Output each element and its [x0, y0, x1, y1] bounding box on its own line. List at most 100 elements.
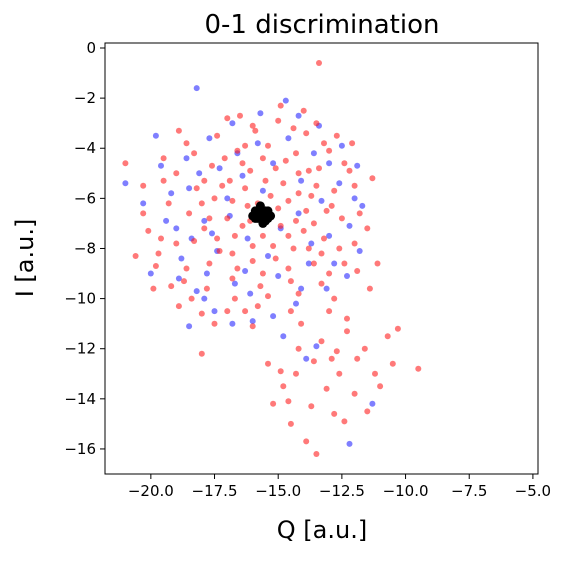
series-1-point [287, 308, 294, 315]
series-1-point [277, 368, 284, 375]
series-1-point [224, 308, 231, 315]
series-1-point [219, 182, 226, 189]
x-tick-label: −12.5 [319, 482, 365, 500]
series-1-point [318, 280, 325, 287]
series-1-point [257, 283, 264, 290]
series-1-point [216, 248, 223, 254]
series-0-point [346, 222, 353, 229]
series-1-point [254, 303, 261, 310]
y-tick-label: 0 [86, 39, 96, 57]
series-0-point [305, 260, 312, 267]
series-1-point [140, 182, 147, 189]
x-tick-label: −20.0 [128, 482, 174, 500]
series-1-point [249, 243, 256, 249]
series-1-point [389, 360, 396, 367]
series-1-point [242, 142, 249, 149]
series-1-point [349, 140, 356, 147]
series-1-point [234, 147, 241, 154]
series-0-point [285, 135, 292, 142]
series-1-point [290, 245, 297, 252]
series-1-point [323, 207, 330, 214]
series-0-point [356, 248, 363, 254]
y-tick-label: −2 [74, 89, 96, 107]
y-tick-label: −12 [64, 340, 96, 358]
series-0-point [282, 97, 289, 104]
series-0-point [344, 273, 350, 279]
series-1-point [206, 215, 213, 222]
series-1-point [198, 350, 205, 357]
series-1-point [224, 215, 231, 222]
series-1-point [160, 155, 167, 162]
series-1-point [303, 438, 310, 445]
series-0-point [323, 285, 330, 292]
series-1-point [155, 250, 162, 257]
series-0-point [242, 268, 249, 274]
series-1-point [293, 150, 299, 157]
series-0-point [140, 200, 147, 207]
series-1-point [351, 182, 358, 189]
series-1-point [356, 210, 363, 217]
plot-frame [104, 42, 539, 475]
series-0-point [152, 132, 159, 139]
series-1-point [191, 150, 198, 157]
series-1-point [231, 232, 238, 239]
series-1-point [285, 398, 292, 405]
series-0-point [173, 225, 180, 232]
series-1-point [287, 278, 294, 285]
series-1-point [122, 160, 129, 167]
series-0-point [249, 318, 256, 325]
series-1-point [181, 278, 187, 285]
series-1-point [280, 180, 287, 187]
series-1-point [310, 358, 317, 365]
series-0-point [231, 280, 238, 287]
series-0-point [247, 290, 254, 297]
series-0-point [308, 240, 315, 247]
series-0-point [168, 190, 175, 197]
series-0-point [201, 295, 208, 302]
series-1-point [158, 235, 164, 242]
series-0-point [293, 300, 299, 307]
series-1-point [303, 207, 310, 214]
series-0-point [257, 110, 264, 117]
x-axis-label: Q [a.u.] [277, 516, 367, 544]
series-1-point [341, 418, 348, 425]
series-1-point [285, 265, 292, 272]
series-0-point [295, 112, 302, 119]
series-1-point [145, 227, 152, 234]
series-1-point [321, 140, 327, 147]
series-0-point [270, 313, 277, 320]
series-1-point [198, 310, 205, 317]
series-1-point [237, 112, 243, 119]
series-0-point [280, 333, 287, 340]
series-1-point [384, 333, 391, 340]
series-1-point [247, 167, 254, 174]
y-tick-label: −6 [74, 189, 96, 207]
series-1-point [394, 325, 401, 332]
series-1-point [415, 365, 422, 372]
series-1-point [242, 308, 249, 315]
series-1-point [175, 303, 182, 310]
series-1-point [298, 320, 305, 327]
series-1-point [369, 175, 376, 182]
series-0-point [265, 253, 271, 259]
series-0-point [313, 343, 320, 350]
series-0-point [326, 160, 333, 167]
series-1-point [326, 147, 333, 154]
series-0-point [354, 162, 361, 169]
series-0-point [310, 150, 317, 157]
series-0-point [193, 85, 200, 92]
series-1-point [152, 263, 159, 269]
series-1-point [300, 107, 307, 114]
series-1-point [231, 295, 238, 302]
series-1-point [239, 222, 246, 229]
series-0-point [183, 155, 190, 162]
series-1-point [282, 157, 289, 164]
series-1-point [262, 177, 269, 184]
series-1-point [209, 162, 215, 169]
series-0-point [206, 135, 213, 142]
series-0-point [275, 273, 282, 279]
y-tick-label: −16 [64, 440, 96, 458]
series-1-point [224, 115, 231, 122]
series-1-point [188, 295, 195, 302]
